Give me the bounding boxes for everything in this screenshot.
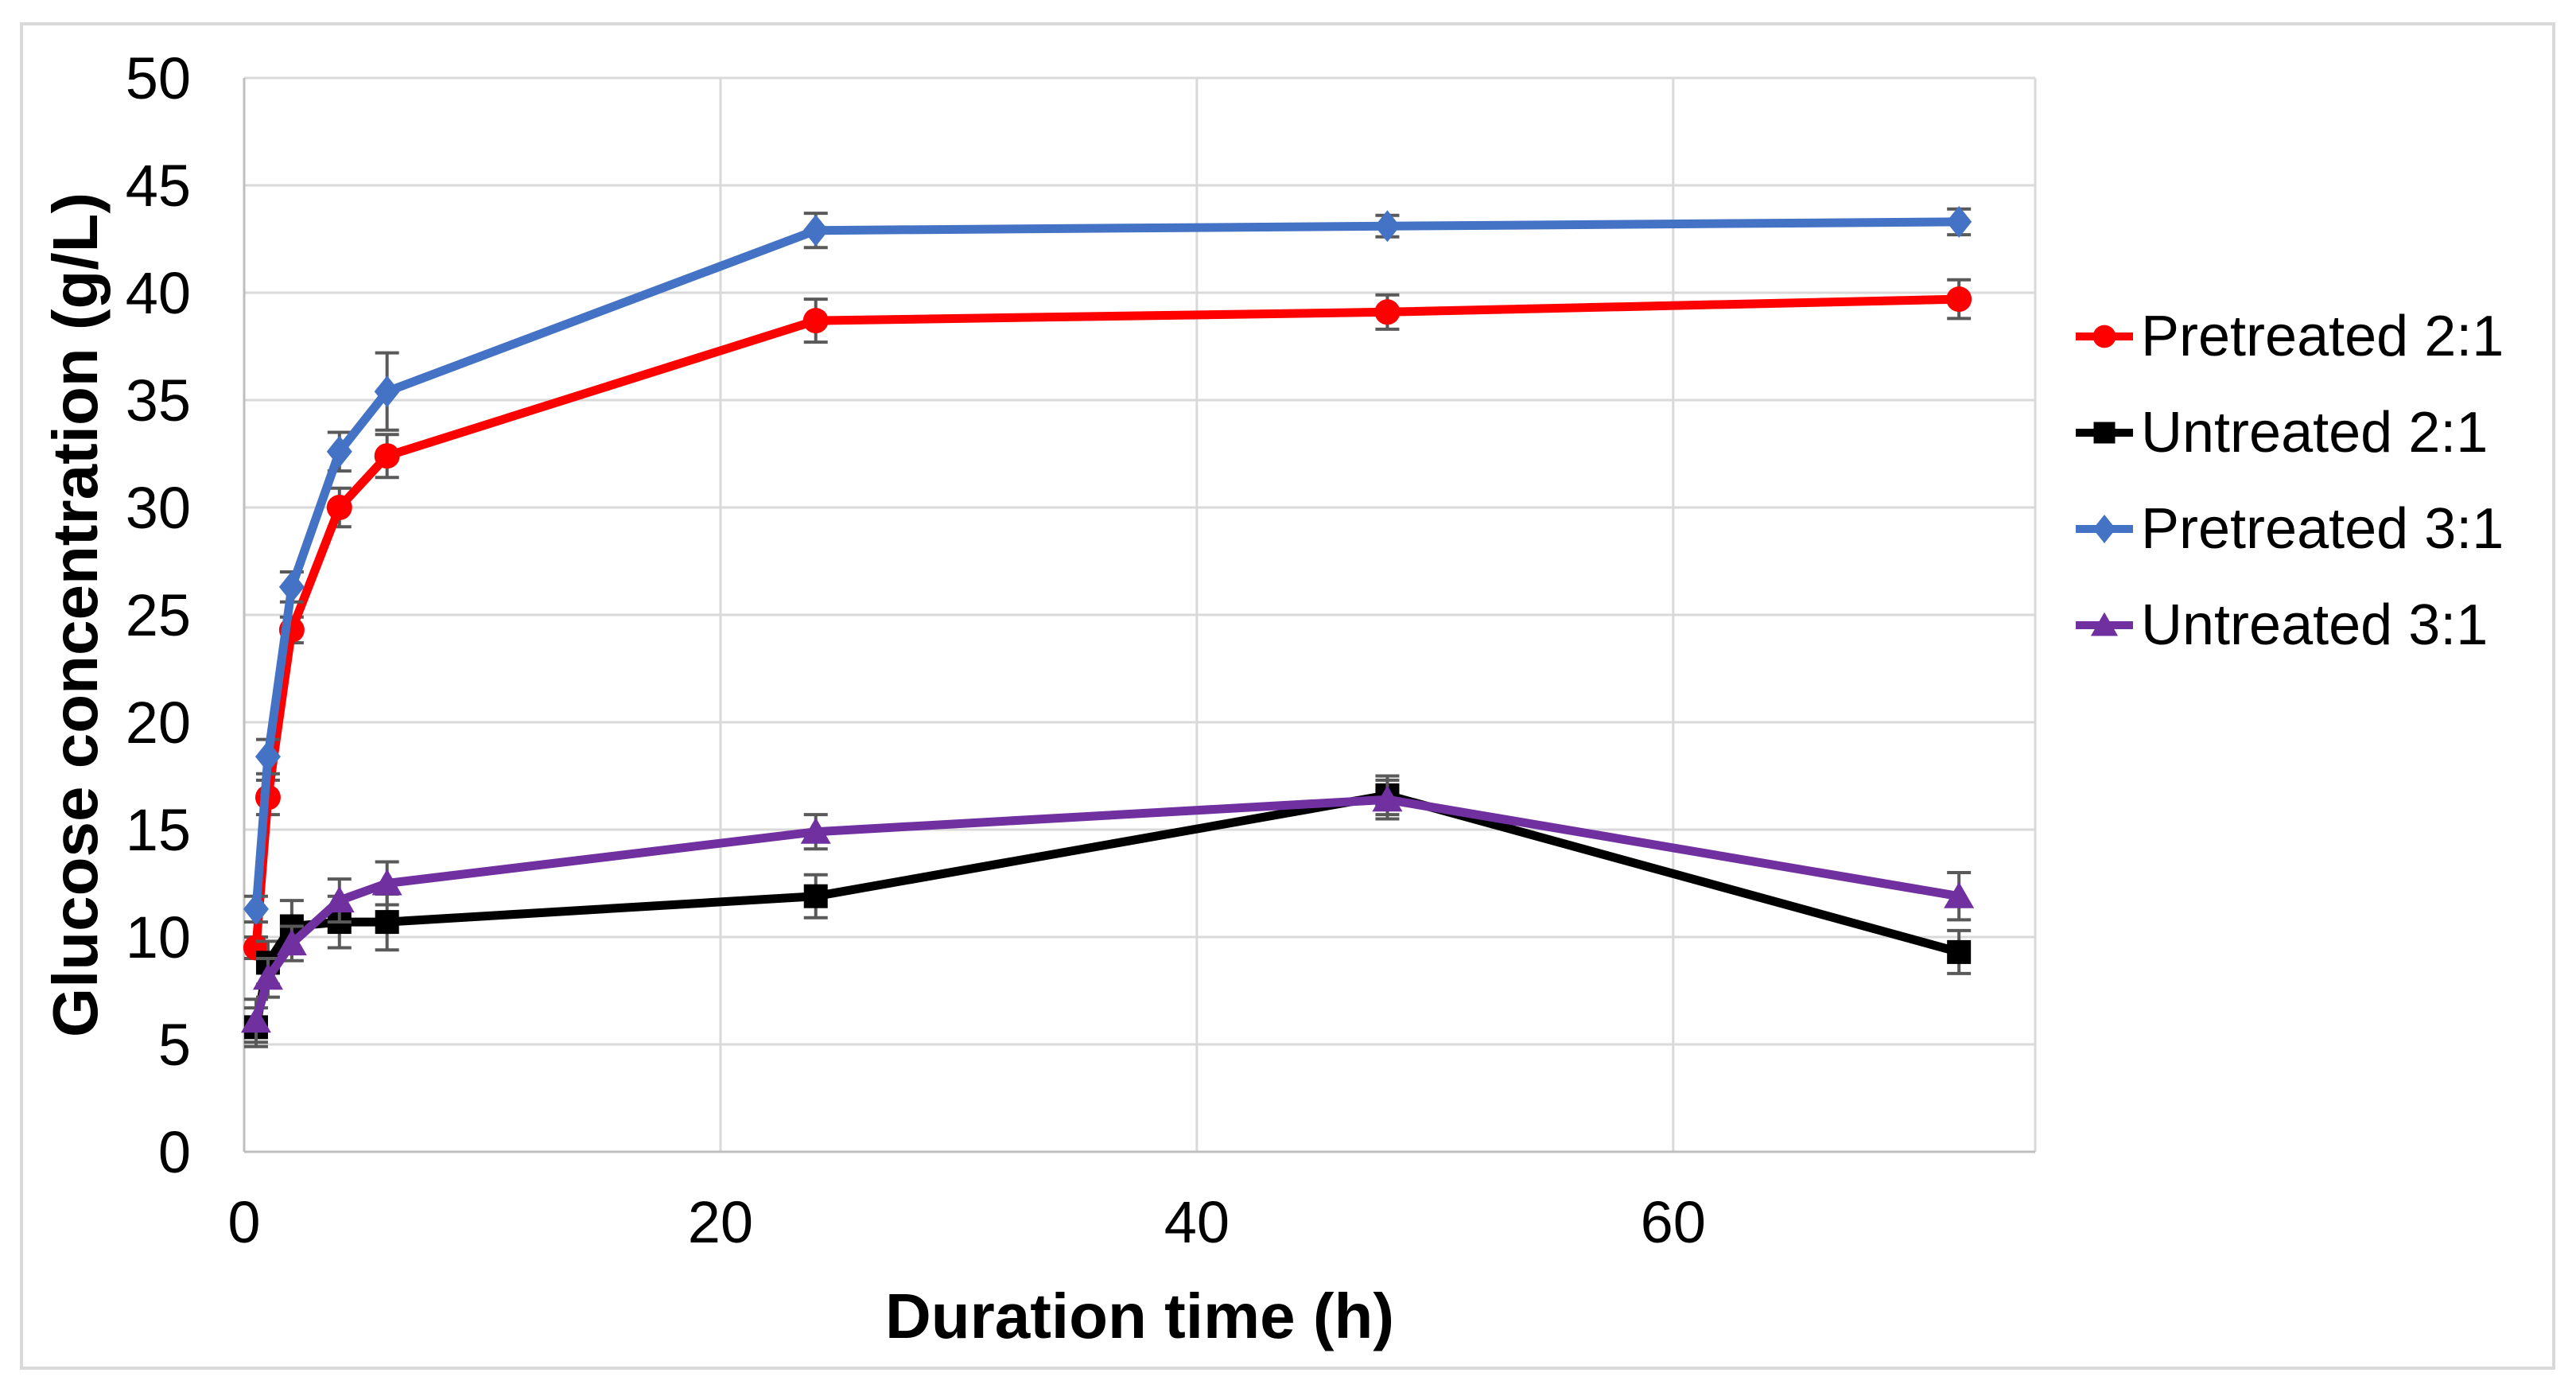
diamond-marker [1374,210,1401,243]
y-tick-label: 35 [126,367,191,434]
x-axis-title: Duration time (h) [885,1281,1394,1351]
triangle-marker [252,963,283,990]
legend-item-untreated-3-1: Untreated 3:1 [2074,577,2504,673]
diamond-marker [802,214,829,247]
circle-marker [374,443,400,469]
y-tick-label: 0 [158,1119,191,1185]
y-tick-label: 25 [126,582,191,648]
diamond-marker [243,892,269,925]
y-tick-label: 50 [126,45,191,111]
diamond-marker [2092,514,2116,543]
series-line [251,217,1964,914]
legend-label: Pretreated 2:1 [2141,304,2504,368]
triangle-marker [2090,612,2119,636]
triangle-marker [324,886,355,913]
legend-item-pretreated-2-1: Pretreated 2:1 [2074,288,2504,384]
diamond-marker [326,435,352,468]
square-marker [803,884,828,908]
square-marker [2093,422,2116,443]
x-tick-label: 20 [688,1189,753,1255]
triangle-marker [276,929,307,956]
circle-marker [2092,325,2116,348]
diamond-marker [374,375,400,408]
square-marker [375,910,399,935]
x-tick-label: 0 [227,1189,260,1255]
legend-item-pretreated-3-1: Pretreated 3:1 [2074,480,2504,577]
series-untreated-3-1 [240,778,1975,1044]
y-tick-label: 30 [126,475,191,541]
diamond-marker [278,570,305,603]
legend-item-untreated-2-1: Untreated 2:1 [2074,384,2504,480]
series-line [251,294,1964,952]
legend-label: Untreated 3:1 [2141,593,2489,657]
triangle-marker [1372,785,1403,812]
square-marker [1947,939,1972,964]
circle-marker-icon [2076,325,2133,348]
legend-label: Pretreated 3:1 [2141,496,2504,561]
triangle-marker [800,817,831,844]
diamond-marker-icon [2076,514,2133,543]
y-tick-label: 15 [126,797,191,863]
y-tick-label: 20 [126,690,191,756]
legend: Pretreated 2:1 Untreated 2:1 Pretreated … [2074,288,2504,673]
x-tick-label: 40 [1164,1189,1230,1255]
diamond-marker [254,741,281,773]
y-tick-label: 5 [158,1012,191,1078]
square-marker-icon [2076,422,2133,443]
triangle-marker [1944,881,1975,908]
circle-marker [326,495,352,520]
triangle-marker [371,869,402,896]
x-tick-label: 60 [1641,1189,1706,1255]
y-axis-title: Glucose concentration (g/L) [40,192,111,1038]
series-pretreated-3-1 [243,205,1972,925]
circle-marker [1374,299,1401,325]
diamond-marker [1946,205,1972,238]
y-tick-label: 45 [126,153,191,219]
triangle-marker [240,1006,271,1033]
circle-marker [1946,286,1972,313]
y-tick-label: 10 [126,904,191,970]
circle-marker [802,308,829,334]
legend-label: Untreated 2:1 [2141,400,2489,465]
figure-border [20,22,2555,1370]
y-tick-label: 40 [126,260,191,326]
triangle-marker-icon [2076,612,2133,636]
